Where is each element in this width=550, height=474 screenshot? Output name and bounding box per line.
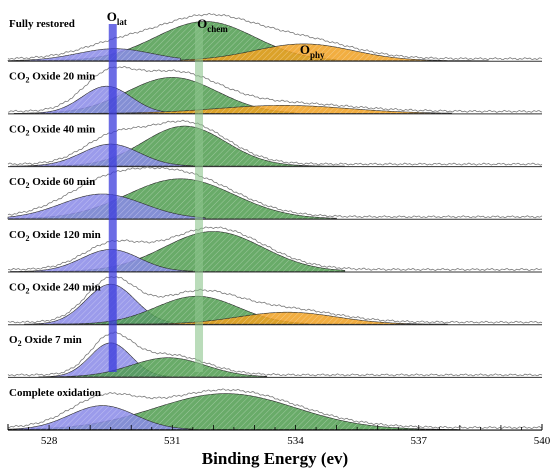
peak-hatch: [8, 405, 193, 430]
peak-label: Olat: [107, 9, 127, 27]
peak-hatch: [40, 231, 345, 272]
envelope-line: [7, 65, 543, 113]
x-tick-label: 540: [534, 435, 550, 447]
peak-label: Ophy: [300, 42, 325, 60]
guide-lines-front: Olat Ochem Ophy: [107, 9, 325, 372]
peak-hatch: [53, 105, 452, 114]
peak-hatch: [114, 312, 448, 325]
panel-label: CO2 Oxide 60 min: [9, 176, 95, 190]
panel: CO2 Oxide 120 min: [8, 226, 543, 273]
envelope-line: [8, 226, 543, 272]
envelope-line: [7, 331, 543, 377]
panel: CO2 Oxide 240 min: [7, 276, 543, 326]
envelope-line: [7, 388, 543, 430]
x-axis-title: Binding Energy (ev): [202, 449, 348, 468]
panel-label: CO2 Oxide 20 min: [9, 71, 95, 85]
panel: CO2 Oxide 20 min: [7, 65, 543, 115]
peak-hatch: [14, 77, 296, 114]
panel: CO2 Oxide 40 min: [7, 119, 543, 168]
peak-hatch: [8, 194, 206, 219]
x-tick-label: 528: [41, 435, 58, 447]
guide-line: [108, 24, 117, 372]
peak-hatch: [10, 249, 193, 272]
peak-hatch: [24, 284, 173, 325]
x-tick-label: 534: [287, 435, 304, 447]
envelope-line: [7, 119, 543, 166]
peak-hatch: [8, 48, 181, 61]
peak-hatch: [38, 357, 267, 377]
panel-label: O2 Oxide 7 min: [9, 334, 82, 348]
guide-line: [195, 24, 204, 372]
x-tick-label: 537: [411, 435, 428, 447]
panel-label: Complete oxidation: [9, 387, 101, 399]
x-axis: 528 531 534 537 540: [7, 424, 550, 447]
panel: Fully restored: [7, 12, 543, 62]
panel: CO2 Oxide 60 min: [7, 166, 543, 220]
panel-label: CO2 Oxide 240 min: [9, 282, 101, 296]
panel: Complete oxidation: [7, 387, 543, 431]
panel-label: CO2 Oxide 120 min: [9, 229, 101, 243]
envelope-line: [7, 12, 543, 61]
envelope-line: [7, 276, 543, 324]
peak-label: Ochem: [197, 16, 228, 34]
peak-hatch: [20, 86, 165, 114]
envelope-line: [7, 166, 543, 219]
panel-label: Fully restored: [9, 18, 75, 30]
panel: O2 Oxide 7 min: [7, 331, 543, 378]
x-tick-label: 531: [164, 435, 181, 447]
panel-label: CO2 Oxide 40 min: [9, 123, 95, 137]
peak-hatch: [131, 43, 489, 61]
peak-hatch: [8, 178, 337, 219]
spectra-panels: Fully restored CO2 Oxide 20 min CO2 Oxide …: [7, 12, 543, 431]
peak-hatch: [10, 144, 193, 167]
